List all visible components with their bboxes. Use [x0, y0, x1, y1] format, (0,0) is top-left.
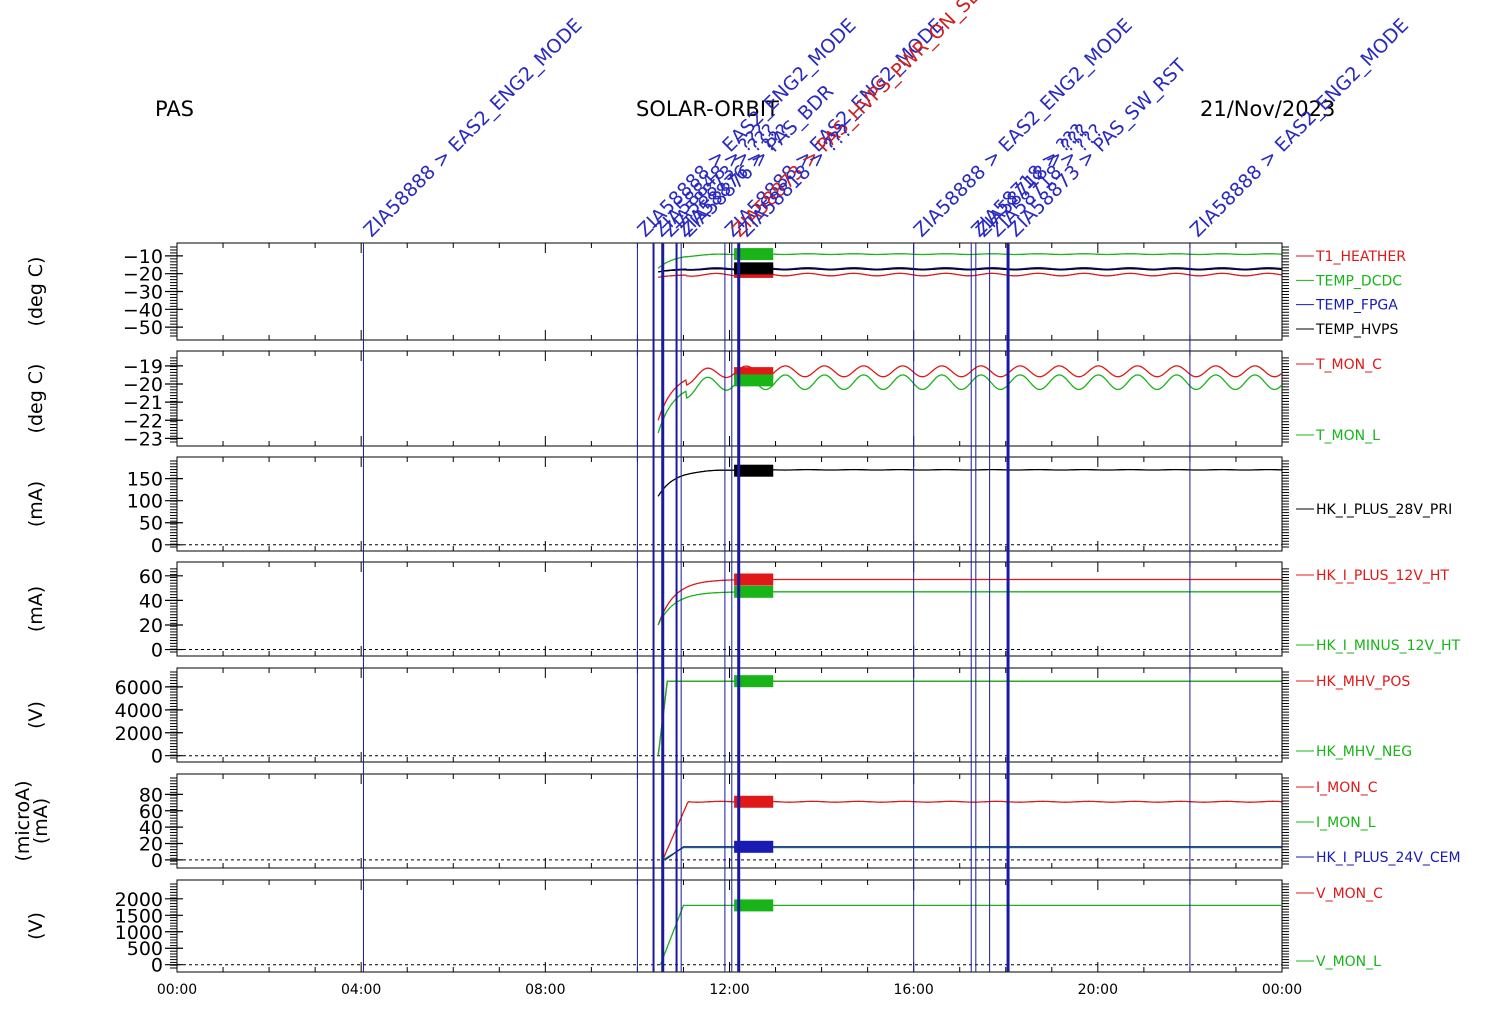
date-title: 21/Nov/2023 [1200, 97, 1336, 121]
x-tick-label: 08:00 [525, 982, 565, 998]
y-tick-label: −10 [123, 246, 163, 268]
burst-block [734, 374, 774, 387]
y-tick-label: −20 [123, 264, 163, 286]
event-label: ZIA58873 > PAS_SW_RST [1004, 55, 1191, 242]
y-tick-label: 40 [139, 590, 163, 612]
series-line-hk-mhv-pos [657, 680, 1282, 756]
y-axis-label: (mA) [25, 481, 47, 527]
y-axis-label-secondary: (microA) [12, 780, 34, 861]
legend-label: I_MON_L [1316, 815, 1376, 831]
panel-frame [176, 773, 1283, 869]
burst-block [734, 795, 774, 808]
legend-label: I_MON_C [1316, 780, 1378, 796]
legend-label: HK_I_PLUS_28V_PRI [1316, 502, 1452, 518]
panel-frame [176, 561, 1283, 657]
y-tick-label: 150 [127, 469, 163, 491]
y-tick-label: 500 [127, 938, 163, 960]
legend-label: T1_HEATHER [1315, 249, 1406, 265]
y-tick-label: 0 [151, 535, 163, 557]
y-tick-label: 0 [151, 850, 163, 872]
x-tick-label: 04:00 [341, 982, 381, 998]
panel-1: −10−20−30−40−50 (deg C) T1_HEATHER TEMP_DCD… [25, 242, 1406, 341]
burst-block [734, 840, 774, 853]
legend-label: HK_I_MINUS_12V_HT [1316, 638, 1461, 654]
series-line-hk-mhv-neg [657, 680, 1282, 756]
x-tick-label: 20:00 [1078, 982, 1118, 998]
series-line-t-mon-l [657, 374, 1282, 434]
legend-label: T_MON_L [1315, 428, 1380, 444]
y-tick-label: −23 [123, 428, 163, 450]
y-tick-label: 1000 [115, 922, 163, 944]
legend-label: TEMP_FPGA [1315, 298, 1398, 314]
y-tick-label: −20 [123, 374, 163, 396]
panel-frame [176, 350, 1283, 447]
y-tick-label: 2000 [115, 889, 163, 911]
event-label: ZIA58888 > EAS2_ENG2_MODE [359, 14, 586, 241]
burst-block [734, 573, 774, 586]
y-tick-label: 60 [139, 801, 163, 823]
y-axis-label: (V) [25, 912, 47, 940]
legend-label: HK_MHV_NEG [1316, 744, 1412, 760]
y-axis-label: (deg C) [25, 364, 47, 434]
burst-block [734, 899, 774, 912]
y-tick-label: 100 [127, 491, 163, 513]
y-tick-label: 4000 [115, 700, 163, 722]
legend-label: TEMP_DCDC [1315, 273, 1402, 289]
legend-label: V_MON_L [1316, 954, 1381, 970]
y-axis-label: (mA) [30, 798, 52, 844]
legend-label: HK_I_PLUS_12V_HT [1316, 568, 1449, 584]
burst-block [734, 675, 774, 688]
x-tick-label: 16:00 [893, 982, 933, 998]
event-label: ZIA58888 > EAS2_ENG2_MODE [1186, 14, 1413, 241]
y-tick-label: 20 [139, 834, 163, 856]
instrument-title: PAS [155, 97, 195, 121]
y-tick-label: 0 [151, 746, 163, 768]
y-tick-label: 20 [139, 615, 163, 637]
y-tick-label: −22 [123, 410, 163, 432]
burst-block [734, 248, 774, 261]
y-tick-label: −30 [123, 282, 163, 304]
panel-frame [176, 242, 1283, 341]
x-tick-label: 12:00 [709, 982, 749, 998]
y-tick-label: −21 [123, 392, 163, 414]
y-tick-label: 50 [139, 513, 163, 535]
y-tick-label: 0 [151, 955, 163, 977]
y-tick-label: 6000 [115, 677, 163, 699]
legend-label: HK_MHV_POS [1316, 674, 1410, 690]
panel-frame [176, 879, 1283, 973]
y-tick-label: 40 [139, 817, 163, 839]
legend-label: HK_I_PLUS_24V_CEM [1316, 850, 1461, 866]
y-tick-label: 80 [139, 784, 163, 806]
legend-label: T_MON_C [1315, 357, 1382, 373]
y-axis-label: (deg C) [25, 257, 47, 327]
panel-frame [176, 456, 1283, 552]
burst-block [734, 585, 774, 598]
x-tick-label: 00:00 [1262, 982, 1302, 998]
y-tick-label: 0 [151, 640, 163, 662]
x-tick-label: 00:00 [157, 982, 197, 998]
burst-block [734, 262, 774, 275]
y-tick-label: 60 [139, 566, 163, 588]
y-tick-label: −40 [123, 299, 163, 321]
y-axis-label: (V) [25, 701, 47, 729]
y-tick-label: −19 [123, 356, 163, 378]
mission-title: SOLAR-ORBIT [636, 97, 779, 121]
y-tick-label: −50 [123, 317, 163, 339]
panel-frame [176, 667, 1283, 763]
y-axis-label: (mA) [25, 586, 47, 632]
legend-label: V_MON_C [1316, 886, 1383, 902]
y-tick-label: 1500 [115, 905, 163, 927]
panel-2: −19−20−21−22−23 (deg C) T_MON_C T_MON_L [25, 350, 1382, 450]
y-tick-label: 2000 [115, 723, 163, 745]
legend-label: TEMP_HVPS [1315, 322, 1398, 338]
burst-block [734, 464, 774, 477]
